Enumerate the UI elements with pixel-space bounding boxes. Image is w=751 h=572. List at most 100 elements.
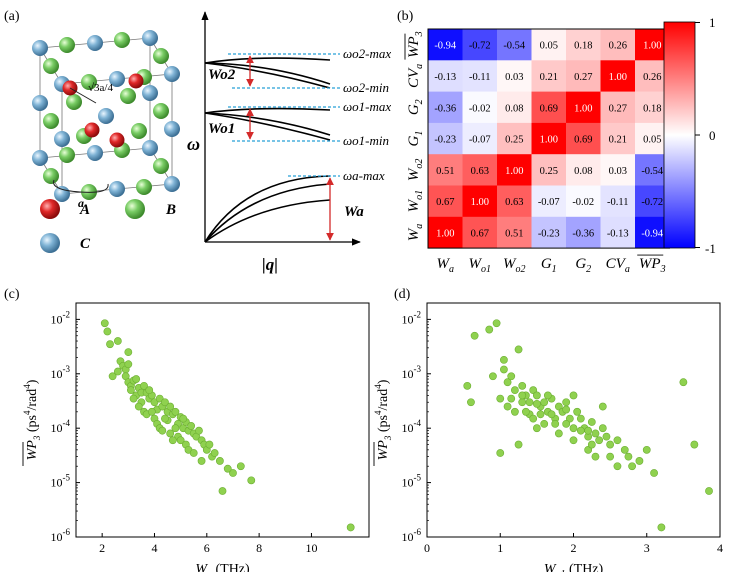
svg-text:CVa: CVa bbox=[606, 256, 630, 275]
bond-line bbox=[69, 87, 97, 104]
heatmap-value: 0.69 bbox=[574, 135, 592, 146]
heatmap-value: 1.00 bbox=[505, 166, 523, 177]
legend-atom-A-label: A bbox=[79, 202, 90, 218]
heatmap-cell bbox=[600, 91, 636, 124]
heatmap-cell bbox=[566, 185, 601, 218]
atom-C bbox=[142, 140, 158, 156]
scatter-point bbox=[602, 432, 611, 441]
scatter-point bbox=[595, 436, 604, 445]
x-tick-label: 6 bbox=[204, 541, 210, 555]
heatmap-axis-label: Wo2 bbox=[406, 159, 425, 182]
x-tick-label: 2 bbox=[571, 541, 577, 555]
scatter-point bbox=[635, 457, 644, 465]
heatmap-cell bbox=[566, 60, 601, 92]
scatter-point bbox=[529, 414, 538, 423]
x-tick-label: 3 bbox=[644, 541, 650, 555]
heatmap-cell bbox=[566, 122, 601, 155]
heatmap-value: 0.51 bbox=[505, 228, 523, 239]
svg-text:G2: G2 bbox=[575, 256, 591, 275]
panel-a-crystal: (a) bbox=[4, 9, 180, 253]
atom-B bbox=[81, 74, 97, 90]
y-tick-label: 10-5 bbox=[402, 473, 422, 490]
atom-C bbox=[164, 121, 180, 137]
width-arrows bbox=[246, 55, 334, 241]
heatmap-cell bbox=[462, 91, 498, 124]
scatter-point bbox=[507, 372, 516, 381]
scatter-point bbox=[620, 445, 629, 454]
x-tick-label: 1 bbox=[497, 541, 503, 555]
scatter-point bbox=[113, 367, 122, 376]
scatter-point bbox=[532, 391, 541, 400]
scatter-point bbox=[532, 399, 541, 408]
scatter-point bbox=[613, 462, 622, 471]
atom-C bbox=[54, 186, 70, 202]
atom-B bbox=[131, 123, 147, 139]
atom-C bbox=[32, 95, 48, 111]
heatmap-value: 0.67 bbox=[436, 197, 454, 208]
scatter-point bbox=[562, 398, 571, 407]
atom-B bbox=[120, 88, 136, 104]
scatter-point bbox=[569, 391, 578, 400]
panel-b-tag: (b) bbox=[397, 9, 414, 24]
heatmap-value: 0.67 bbox=[471, 228, 489, 239]
legend-atom-C-swatch bbox=[40, 233, 60, 253]
atom-C bbox=[109, 71, 125, 87]
x-tick-label: 0 bbox=[424, 541, 430, 555]
scatter-point bbox=[147, 407, 156, 416]
heatmap-cell bbox=[428, 60, 463, 92]
heatmap-cell bbox=[566, 29, 601, 61]
scatter-point bbox=[106, 340, 114, 349]
omega-axis-label: ω bbox=[187, 134, 200, 154]
scatter-point bbox=[129, 394, 138, 403]
scatter-point bbox=[511, 407, 519, 416]
heatmap-value: 0.25 bbox=[505, 135, 523, 146]
atom-B bbox=[43, 58, 59, 74]
scatter-point bbox=[187, 422, 196, 430]
lattice-brace bbox=[53, 179, 109, 193]
scatter-point bbox=[161, 398, 169, 407]
scatter-point bbox=[587, 440, 596, 449]
heatmap-value: -0.13 bbox=[434, 72, 456, 83]
heatmap-labels: Wa Wo1 Wo2 G1 G2 CVa WP3 WP3 CVa G2 G1 Wo2 Wo1 Wa bbox=[404, 31, 666, 275]
heatmap-axis-label: CVa bbox=[606, 256, 630, 275]
scatter-point bbox=[657, 523, 666, 532]
heatmap-value: -0.54 bbox=[641, 166, 664, 177]
svg-text:Wa: Wa bbox=[406, 224, 425, 242]
scatter-point bbox=[606, 440, 615, 449]
heatmap-value: 0.18 bbox=[643, 103, 661, 114]
atom-C bbox=[32, 150, 48, 166]
optical-o2-mid bbox=[204, 62, 331, 85]
heatmap-cell bbox=[566, 91, 601, 124]
scatter-point bbox=[496, 449, 505, 457]
heatmap-cell bbox=[600, 60, 636, 92]
heatmap-cell bbox=[462, 154, 498, 186]
panel-a-tag: (a) bbox=[4, 9, 20, 24]
scatter-point bbox=[514, 440, 523, 449]
x-tick-label: 4 bbox=[717, 541, 723, 555]
heatmap-cell bbox=[497, 91, 532, 124]
heatmap-cell bbox=[462, 216, 498, 249]
scatter-point bbox=[628, 462, 636, 471]
dispersion-curves bbox=[204, 57, 331, 243]
heatmap-cell bbox=[428, 29, 463, 61]
scatter-point bbox=[690, 440, 699, 449]
scatter-point bbox=[705, 487, 713, 495]
heatmap-cell bbox=[531, 154, 567, 186]
x-axis-label: Wo1 (THz) bbox=[544, 562, 604, 572]
heatmap-cell bbox=[566, 216, 601, 249]
heatmap-value: -0.54 bbox=[503, 41, 526, 52]
colorbar-tick-max: 1 bbox=[709, 15, 716, 30]
scatter-point bbox=[591, 429, 600, 438]
scatter-point bbox=[176, 436, 185, 445]
scatter-point bbox=[247, 476, 256, 485]
heatmap-cell bbox=[531, 29, 567, 61]
wo1-label: Wo1 bbox=[208, 121, 235, 137]
legend-atom-B-swatch bbox=[125, 199, 145, 219]
scatter-point bbox=[166, 429, 175, 438]
panel-d-scatter: (d) 0 1 2 3 4 10-6 10-5 10-4 10-3 10-2 Wo1 (THz) WP… bbox=[373, 287, 723, 572]
scatter-point bbox=[507, 394, 516, 403]
plot-frame bbox=[426, 302, 721, 538]
scatter-point bbox=[511, 386, 519, 395]
atom-B bbox=[153, 48, 169, 64]
scatter-point bbox=[195, 426, 203, 435]
